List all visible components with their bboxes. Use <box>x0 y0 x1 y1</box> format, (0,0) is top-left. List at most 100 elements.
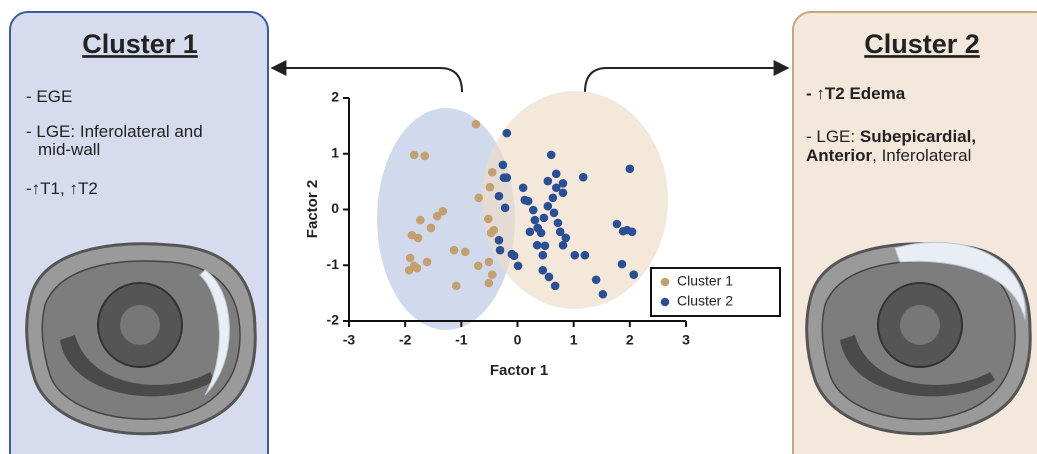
point <box>540 214 549 223</box>
point <box>503 129 512 138</box>
point <box>537 229 546 238</box>
point <box>592 275 601 284</box>
point <box>538 251 547 260</box>
point <box>581 251 590 260</box>
point <box>416 216 425 225</box>
point <box>503 173 512 182</box>
panel-line: -↑T1, ↑T2 <box>26 179 98 198</box>
panel-line: - LGE: Subepicardial, <box>806 127 976 146</box>
point <box>495 236 504 245</box>
point <box>490 226 499 235</box>
y-axis-label: Factor 2 <box>304 180 321 238</box>
point <box>579 173 588 182</box>
point <box>461 248 470 257</box>
y-tick-label: -1 <box>327 256 340 272</box>
text-run: mid-wall <box>38 140 100 159</box>
point <box>519 183 528 192</box>
point <box>405 266 414 275</box>
panel-line: Anterior, Inferolateral <box>806 146 971 165</box>
point <box>626 165 635 174</box>
point <box>549 193 558 202</box>
x-tick-label: 1 <box>570 332 578 348</box>
point <box>541 241 550 250</box>
panel-line: - EGE <box>26 87 72 106</box>
text-run: -↑T1, ↑T2 <box>26 179 98 198</box>
point <box>552 170 561 179</box>
arrow-right <box>585 68 788 92</box>
panel-line: - ↑T2 Edema <box>806 84 906 103</box>
y-tick-label: 0 <box>331 200 339 216</box>
point <box>531 216 540 225</box>
point <box>421 152 430 161</box>
point <box>488 270 497 279</box>
point <box>545 273 554 282</box>
point <box>629 270 638 279</box>
point <box>510 251 519 260</box>
point <box>414 234 423 243</box>
text-run: - LGE: Inferolateral and <box>26 122 203 141</box>
point <box>550 209 559 218</box>
point <box>472 120 481 129</box>
y-tick-label: 1 <box>331 144 339 160</box>
point <box>544 177 553 186</box>
x-tick-label: -3 <box>343 332 356 348</box>
point <box>501 204 510 213</box>
text-run: - LGE: <box>806 127 860 146</box>
point <box>410 151 419 160</box>
point <box>406 254 415 263</box>
x-axis-label: Factor 1 <box>490 362 548 379</box>
point <box>551 282 560 291</box>
point <box>496 246 505 255</box>
x-tick-label: 2 <box>626 332 634 348</box>
text-run: - EGE <box>26 87 72 106</box>
cluster2-ellipse <box>482 91 668 309</box>
point <box>474 262 483 271</box>
heart-right <box>807 242 1031 433</box>
x-tick-label: -1 <box>455 332 468 348</box>
point <box>450 246 459 255</box>
point <box>559 241 568 250</box>
x-tick-label: -2 <box>399 332 412 348</box>
x-tick-label: 3 <box>682 332 690 348</box>
point <box>618 260 627 269</box>
text-run: Anterior <box>806 146 873 165</box>
y-tick-label: -2 <box>327 312 340 328</box>
point <box>485 279 494 288</box>
x-tick-label: 0 <box>514 332 522 348</box>
point <box>486 183 495 192</box>
point <box>613 220 622 229</box>
point <box>559 179 568 188</box>
point <box>554 219 563 228</box>
point <box>526 228 535 237</box>
point <box>427 224 436 233</box>
point <box>533 241 542 250</box>
point <box>452 282 461 291</box>
legend-marker <box>661 278 670 287</box>
panel-title: Cluster 2 <box>864 29 980 59</box>
point <box>628 228 637 237</box>
point <box>495 192 504 201</box>
point <box>538 266 547 275</box>
point <box>413 264 422 273</box>
point <box>529 206 538 215</box>
point <box>484 215 493 224</box>
point <box>474 193 483 202</box>
heart-left <box>27 244 256 434</box>
point <box>599 290 608 299</box>
point <box>485 258 494 267</box>
point <box>514 262 523 271</box>
figure: Factor 1 Factor 2 Cluster 1 - EGE - LGE: I… <box>0 0 1037 454</box>
y-tick-label: 2 <box>331 89 339 105</box>
point <box>559 188 568 197</box>
legend-label: Cluster 1 <box>677 273 733 289</box>
panel-line: mid-wall <box>38 140 100 159</box>
text-run: Subepicardial, <box>860 127 976 146</box>
point <box>433 212 442 221</box>
point <box>488 168 497 177</box>
point <box>499 161 508 170</box>
point <box>547 151 556 160</box>
point <box>544 202 553 211</box>
point <box>570 251 579 260</box>
text-run: , Inferolateral <box>872 146 971 165</box>
legend-marker <box>661 298 670 307</box>
